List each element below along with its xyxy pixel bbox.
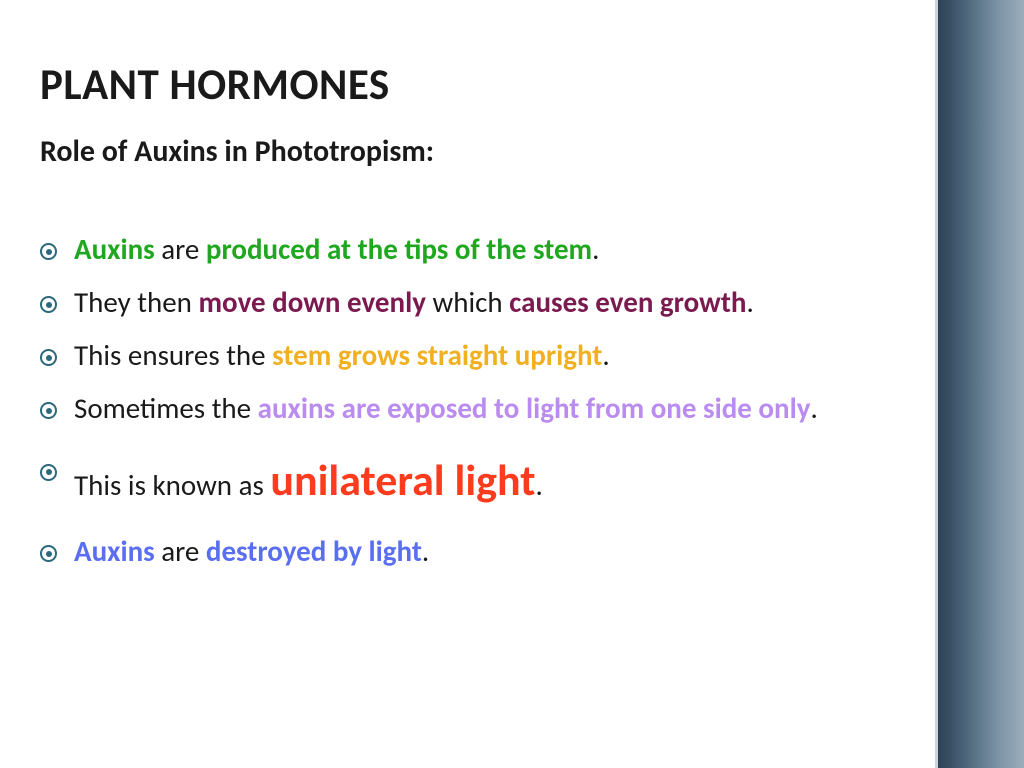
bullet-item: Auxins are produced at the tips of the s… bbox=[40, 230, 910, 269]
text-segment: produced at the tips of the stem bbox=[206, 231, 592, 267]
slide-subtitle: Role of Auxins in Phototropism: bbox=[40, 133, 910, 170]
bullet-dot-icon bbox=[40, 545, 57, 562]
bullet-item: This is known as unilateral light. bbox=[40, 451, 910, 510]
bullet-dot-icon bbox=[40, 296, 57, 313]
text-segment: causes even growth bbox=[509, 284, 746, 320]
text-segment: stem grows straight upright bbox=[272, 337, 602, 373]
bullet-dot-icon bbox=[40, 464, 57, 481]
text-segment: Auxins bbox=[74, 533, 155, 569]
bullet-dot-icon bbox=[40, 243, 57, 260]
text-segment: This is known as bbox=[74, 467, 270, 503]
side-accent-bar bbox=[935, 0, 1024, 768]
bullet-item: Auxins are destroyed by light. bbox=[40, 532, 910, 571]
bullet-item: Sometimes the auxins are exposed to ligh… bbox=[40, 389, 910, 428]
text-segment: which bbox=[426, 284, 509, 320]
text-segment: . bbox=[810, 390, 817, 426]
slide-title: PLANT HORMONES bbox=[40, 58, 910, 111]
text-segment: Sometimes the bbox=[74, 390, 258, 426]
bullet-item: They then move down evenly which causes … bbox=[40, 283, 910, 322]
text-segment: . bbox=[422, 533, 429, 569]
bullet-list: Auxins are produced at the tips of the s… bbox=[40, 230, 910, 571]
bullet-item: This ensures the stem grows straight upr… bbox=[40, 336, 910, 375]
text-segment: auxins are exposed to light from one sid… bbox=[258, 390, 811, 426]
text-segment: Auxins bbox=[74, 231, 155, 267]
text-segment: . bbox=[536, 467, 543, 503]
bullet-dot-icon bbox=[40, 349, 57, 366]
text-segment: unilateral light bbox=[270, 453, 535, 507]
text-segment: are bbox=[155, 231, 206, 267]
text-segment: move down evenly bbox=[198, 284, 425, 320]
text-segment: . bbox=[592, 231, 599, 267]
text-segment: are bbox=[155, 533, 206, 569]
slide: PLANT HORMONES Role of Auxins in Phototr… bbox=[0, 0, 1024, 768]
bullet-dot-icon bbox=[40, 402, 57, 419]
text-segment: They then bbox=[74, 284, 198, 320]
text-segment: . bbox=[602, 337, 609, 373]
text-segment: . bbox=[746, 284, 753, 320]
slide-content: PLANT HORMONES Role of Auxins in Phototr… bbox=[40, 58, 910, 585]
text-segment: destroyed by light bbox=[206, 533, 422, 569]
text-segment: This ensures the bbox=[74, 337, 272, 373]
